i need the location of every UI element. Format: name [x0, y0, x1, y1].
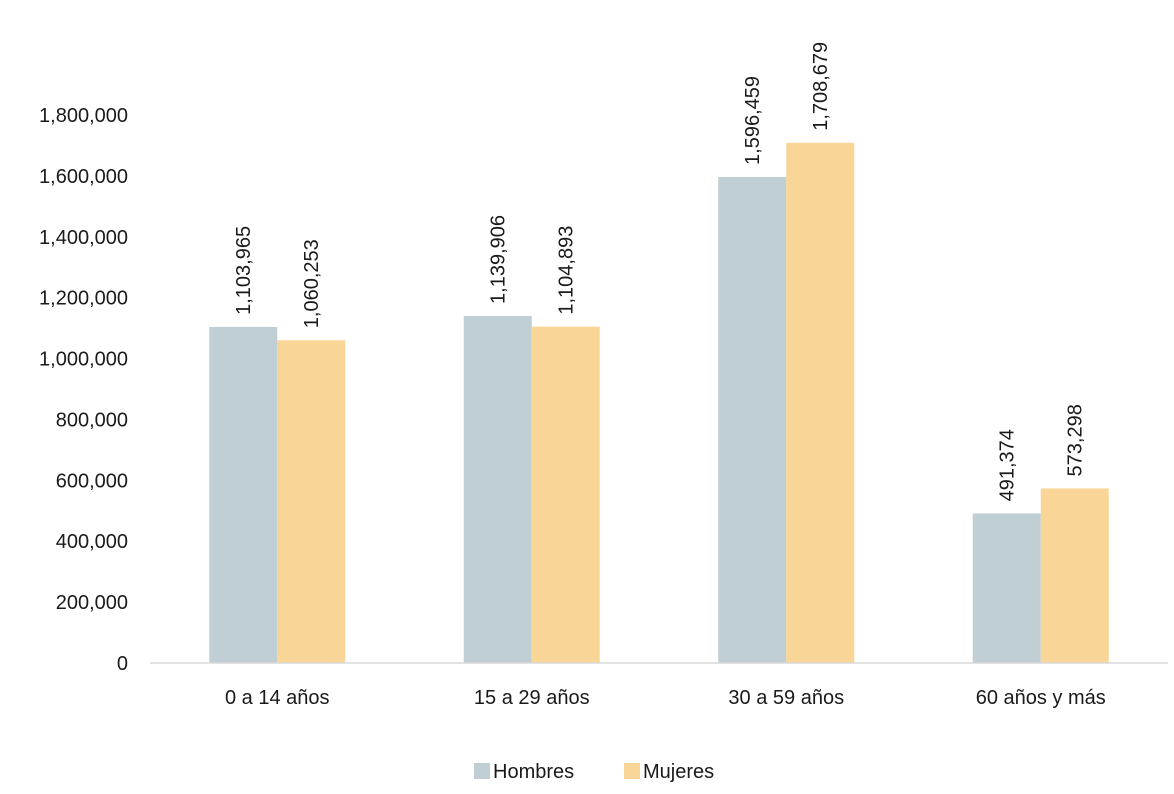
legend-label-hombres: Hombres — [493, 761, 574, 783]
x-category-label: 15 a 29 años — [474, 687, 590, 709]
y-tick-label: 1,800,000 — [39, 105, 128, 127]
y-axis: 0 200,000 400,000 600,000 800,000 1,000,000 1,… — [39, 105, 128, 675]
y-tick-label: 0 — [117, 653, 128, 675]
bar-hombres-3 — [972, 513, 1041, 663]
y-tick-label: 600,000 — [56, 470, 128, 492]
bars — [209, 142, 1109, 664]
bar-mujeres-2 — [786, 142, 855, 663]
legend-swatch-hombres — [474, 763, 490, 779]
legend-label-mujeres: Mujeres — [643, 761, 714, 783]
y-tick-label: 1,400,000 — [39, 227, 128, 249]
legend: Hombres Mujeres — [474, 761, 714, 783]
bar-mujeres-1 — [531, 326, 600, 663]
y-tick-label: 400,000 — [56, 531, 128, 553]
x-category-label: 0 a 14 años — [225, 687, 330, 709]
y-tick-label: 1,000,000 — [39, 349, 128, 371]
y-tick-label: 800,000 — [56, 409, 128, 431]
x-category-label: 60 años y más — [976, 687, 1106, 709]
bar-mujeres-3 — [1040, 488, 1109, 663]
data-labels: 1,103,965 1,060,253 1,139,906 1,104,893 1,59… — [233, 42, 1087, 502]
data-label-mujeres-2: 1,708,679 — [810, 42, 832, 131]
legend-swatch-mujeres — [624, 763, 640, 779]
data-label-mujeres-3: 573,298 — [1065, 404, 1087, 476]
data-label-mujeres-1: 1,104,893 — [556, 226, 578, 315]
y-tick-label: 200,000 — [56, 592, 128, 614]
data-label-hombres-2: 1,596,459 — [742, 76, 764, 165]
bar-hombres-0 — [209, 326, 278, 663]
data-label-hombres-1: 1,139,906 — [488, 215, 510, 304]
bar-hombres-2 — [718, 176, 787, 664]
y-tick-label: 1,600,000 — [39, 166, 128, 188]
bar-hombres-1 — [463, 315, 532, 663]
x-axis: 0 a 14 años 15 a 29 años 30 a 59 años 60 añ… — [225, 687, 1106, 709]
x-category-label: 30 a 59 años — [728, 687, 844, 709]
data-label-hombres-0: 1,103,965 — [233, 226, 255, 315]
bar-mujeres-0 — [277, 340, 346, 663]
y-tick-label: 1,200,000 — [39, 288, 128, 310]
data-label-mujeres-0: 1,060,253 — [301, 239, 323, 328]
data-label-hombres-3: 491,374 — [997, 429, 1019, 501]
